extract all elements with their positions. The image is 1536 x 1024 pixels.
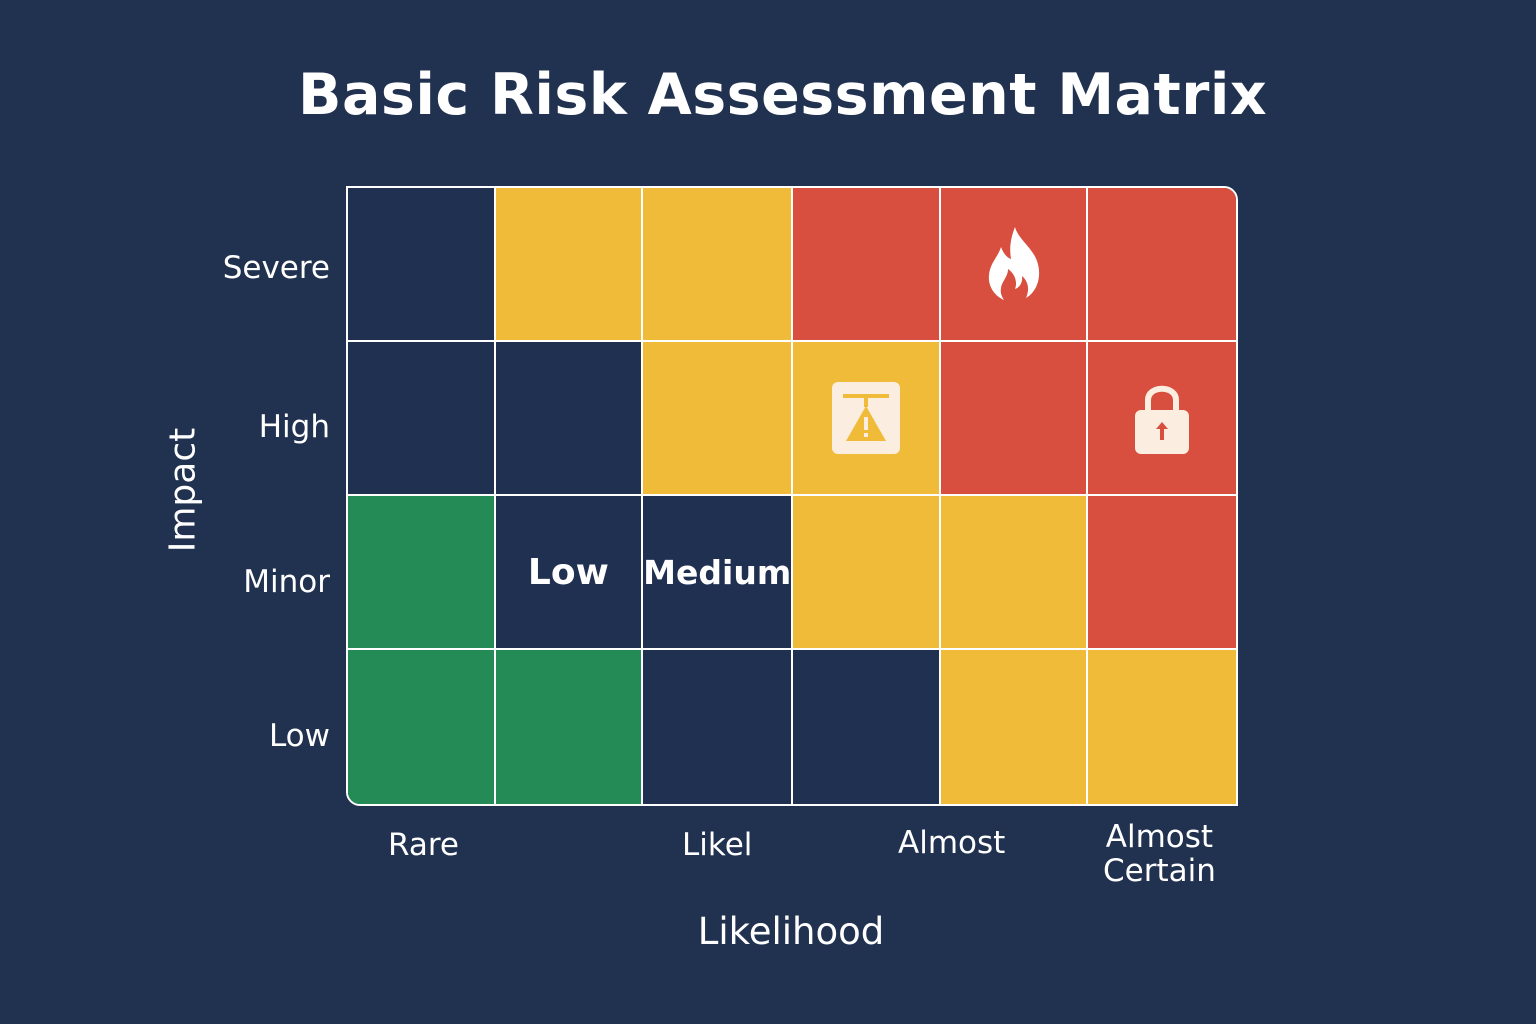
cell-severe-3	[643, 188, 794, 342]
page-title: Basic Risk Assessment Matrix	[298, 62, 1268, 128]
cell-low-6	[1088, 650, 1236, 804]
row-label-low: Low	[268, 718, 330, 754]
cell-high-6	[1088, 342, 1236, 496]
cell-high-5	[940, 342, 1089, 496]
col-label-almost-certain: Almost Certain	[1103, 819, 1216, 889]
cell-high-4	[793, 342, 941, 496]
cell-label-low: Low	[527, 551, 609, 593]
cell-high-2	[495, 342, 644, 496]
row-label-minor: Minor	[243, 564, 330, 600]
col-label-likel: Likel	[682, 827, 753, 863]
cell-low-1	[348, 650, 496, 804]
cell-severe-6	[1088, 188, 1236, 342]
cell-low-4	[793, 650, 941, 804]
cell-high-3	[643, 342, 794, 496]
lock-icon	[1134, 380, 1190, 456]
x-axis-title: Likelihood	[697, 910, 885, 953]
cell-minor-5	[940, 496, 1089, 650]
row-label-high: High	[258, 409, 330, 445]
cell-minor-2: Low	[495, 496, 644, 650]
cell-high-1	[348, 342, 496, 496]
cell-severe-5	[940, 188, 1089, 342]
cell-minor-4	[793, 496, 941, 650]
y-axis-title: Impact	[162, 427, 204, 553]
col-label-almost: Almost	[898, 825, 1006, 861]
row-label-severe: Severe	[222, 250, 330, 286]
cell-severe-2	[495, 188, 644, 342]
cell-minor-6	[1088, 496, 1236, 650]
cell-label-medium: Medium	[643, 552, 792, 592]
cell-severe-4	[793, 188, 941, 342]
fire-icon	[984, 225, 1044, 303]
cell-low-3	[643, 650, 794, 804]
col-label-rare: Rare	[388, 827, 459, 863]
cell-minor-1	[348, 496, 496, 650]
cell-low-5	[940, 650, 1089, 804]
warning-icon	[831, 381, 901, 455]
cell-low-2	[495, 650, 644, 804]
risk-matrix-grid: Low Medium	[346, 186, 1238, 806]
cell-severe-1	[348, 188, 496, 342]
cell-minor-3: Medium	[643, 496, 794, 650]
